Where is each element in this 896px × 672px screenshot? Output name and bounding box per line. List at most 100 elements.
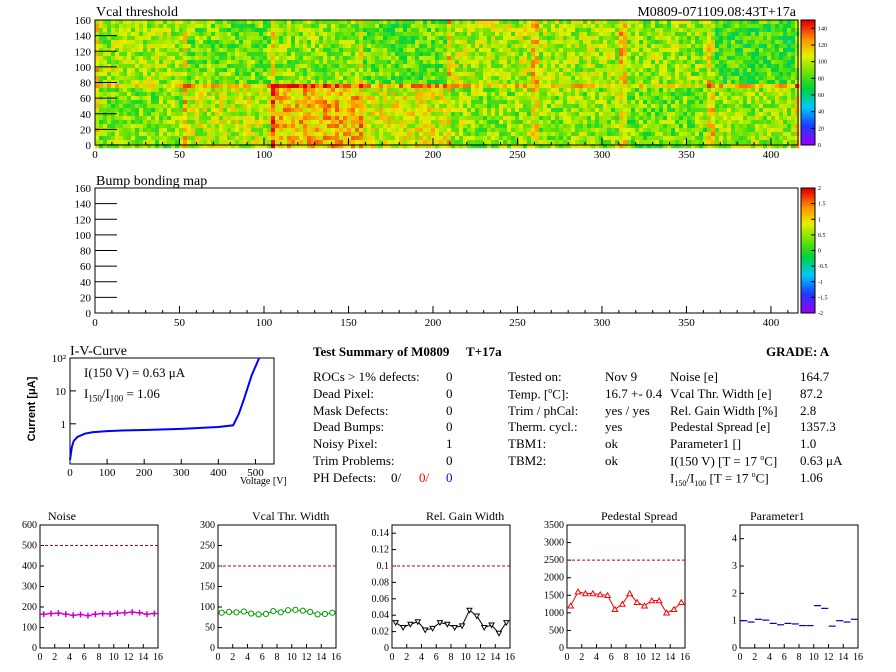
map-cell <box>647 56 652 61</box>
map-cell <box>515 124 520 129</box>
map-cell <box>623 36 628 41</box>
map-cell <box>163 60 168 65</box>
map-cell <box>203 20 208 25</box>
map-cell <box>791 68 796 73</box>
map-cell <box>379 104 384 109</box>
map-cell <box>707 112 712 117</box>
map-cell <box>567 36 572 41</box>
map-cell <box>791 128 796 133</box>
map-cell <box>727 68 732 73</box>
map-cell <box>731 32 736 37</box>
map-cell <box>767 48 772 53</box>
map-cell <box>115 96 120 101</box>
map-cell <box>771 60 776 65</box>
map-cell <box>123 88 128 93</box>
map-cell <box>383 32 388 37</box>
map-cell <box>331 64 336 69</box>
map-cell <box>695 108 700 113</box>
map-cell <box>135 24 140 29</box>
map-cell <box>607 128 612 133</box>
map-cell <box>315 20 320 25</box>
map-cell <box>303 48 308 53</box>
map-cell <box>627 84 632 89</box>
map-cell <box>567 48 572 53</box>
map-cell <box>467 56 472 61</box>
map-cell <box>415 96 420 101</box>
map-cell <box>747 116 752 121</box>
map-cell <box>619 100 624 105</box>
map-cell <box>575 124 580 129</box>
map-cell <box>415 56 420 61</box>
map-cell <box>595 52 600 57</box>
map-cell <box>535 100 540 105</box>
map-cell <box>743 52 748 57</box>
map-cell <box>363 96 368 101</box>
map-cell <box>547 40 552 45</box>
map-cell <box>763 100 768 105</box>
map-cell <box>419 120 424 125</box>
map-cell <box>639 96 644 101</box>
map-cell <box>599 72 604 77</box>
map-cell <box>743 60 748 65</box>
map-cell <box>747 24 752 29</box>
map-cell <box>515 96 520 101</box>
map-cell <box>475 100 480 105</box>
map-cell <box>715 128 720 133</box>
map-cell <box>771 52 776 57</box>
map-cell <box>171 68 176 73</box>
map-cell <box>327 120 332 125</box>
map-cell <box>387 104 392 109</box>
map-cell <box>375 108 380 113</box>
map-cell <box>231 104 236 109</box>
map-cell <box>643 88 648 93</box>
map-cell <box>307 132 312 137</box>
map-cell <box>151 112 156 117</box>
map-cell <box>415 76 420 81</box>
map-cell <box>563 84 568 89</box>
map-cell <box>307 28 312 33</box>
map-cell <box>691 40 696 45</box>
map-cell <box>699 104 704 109</box>
map-cell <box>527 24 532 29</box>
map-cell <box>111 124 116 129</box>
map-cell <box>287 20 292 25</box>
map-cell <box>435 80 440 85</box>
map-cell <box>291 80 296 85</box>
map-cell <box>499 52 504 57</box>
map-cell <box>307 80 312 85</box>
map-cell <box>679 56 684 61</box>
map-cell <box>571 116 576 121</box>
map-cell <box>187 52 192 57</box>
map-cell <box>135 32 140 37</box>
map-cell <box>639 120 644 125</box>
map-cell <box>695 88 700 93</box>
map-cell <box>159 32 164 37</box>
map-cell <box>451 56 456 61</box>
map-cell <box>591 108 596 113</box>
map-cell <box>491 112 496 117</box>
map-cell <box>291 108 296 113</box>
map-cell <box>207 112 212 117</box>
map-cell <box>227 80 232 85</box>
map-cell <box>491 40 496 45</box>
map-cell <box>307 72 312 77</box>
map-cell <box>155 48 160 53</box>
map-cell <box>711 76 716 81</box>
map-cell <box>715 72 720 77</box>
map-cell <box>615 56 620 61</box>
map-cell <box>247 48 252 53</box>
map-cell <box>711 100 716 105</box>
map-cell <box>647 92 652 97</box>
map-cell <box>771 20 776 25</box>
map-cell <box>455 84 460 89</box>
map-cell <box>611 76 616 81</box>
map-cell <box>191 40 196 45</box>
map-cell <box>623 60 628 65</box>
map-cell <box>235 92 240 97</box>
map-cell <box>135 88 140 93</box>
map-cell <box>563 116 568 121</box>
map-cell <box>127 96 132 101</box>
map-cell <box>459 44 464 49</box>
map-cell <box>183 76 188 81</box>
map-cell <box>319 44 324 49</box>
